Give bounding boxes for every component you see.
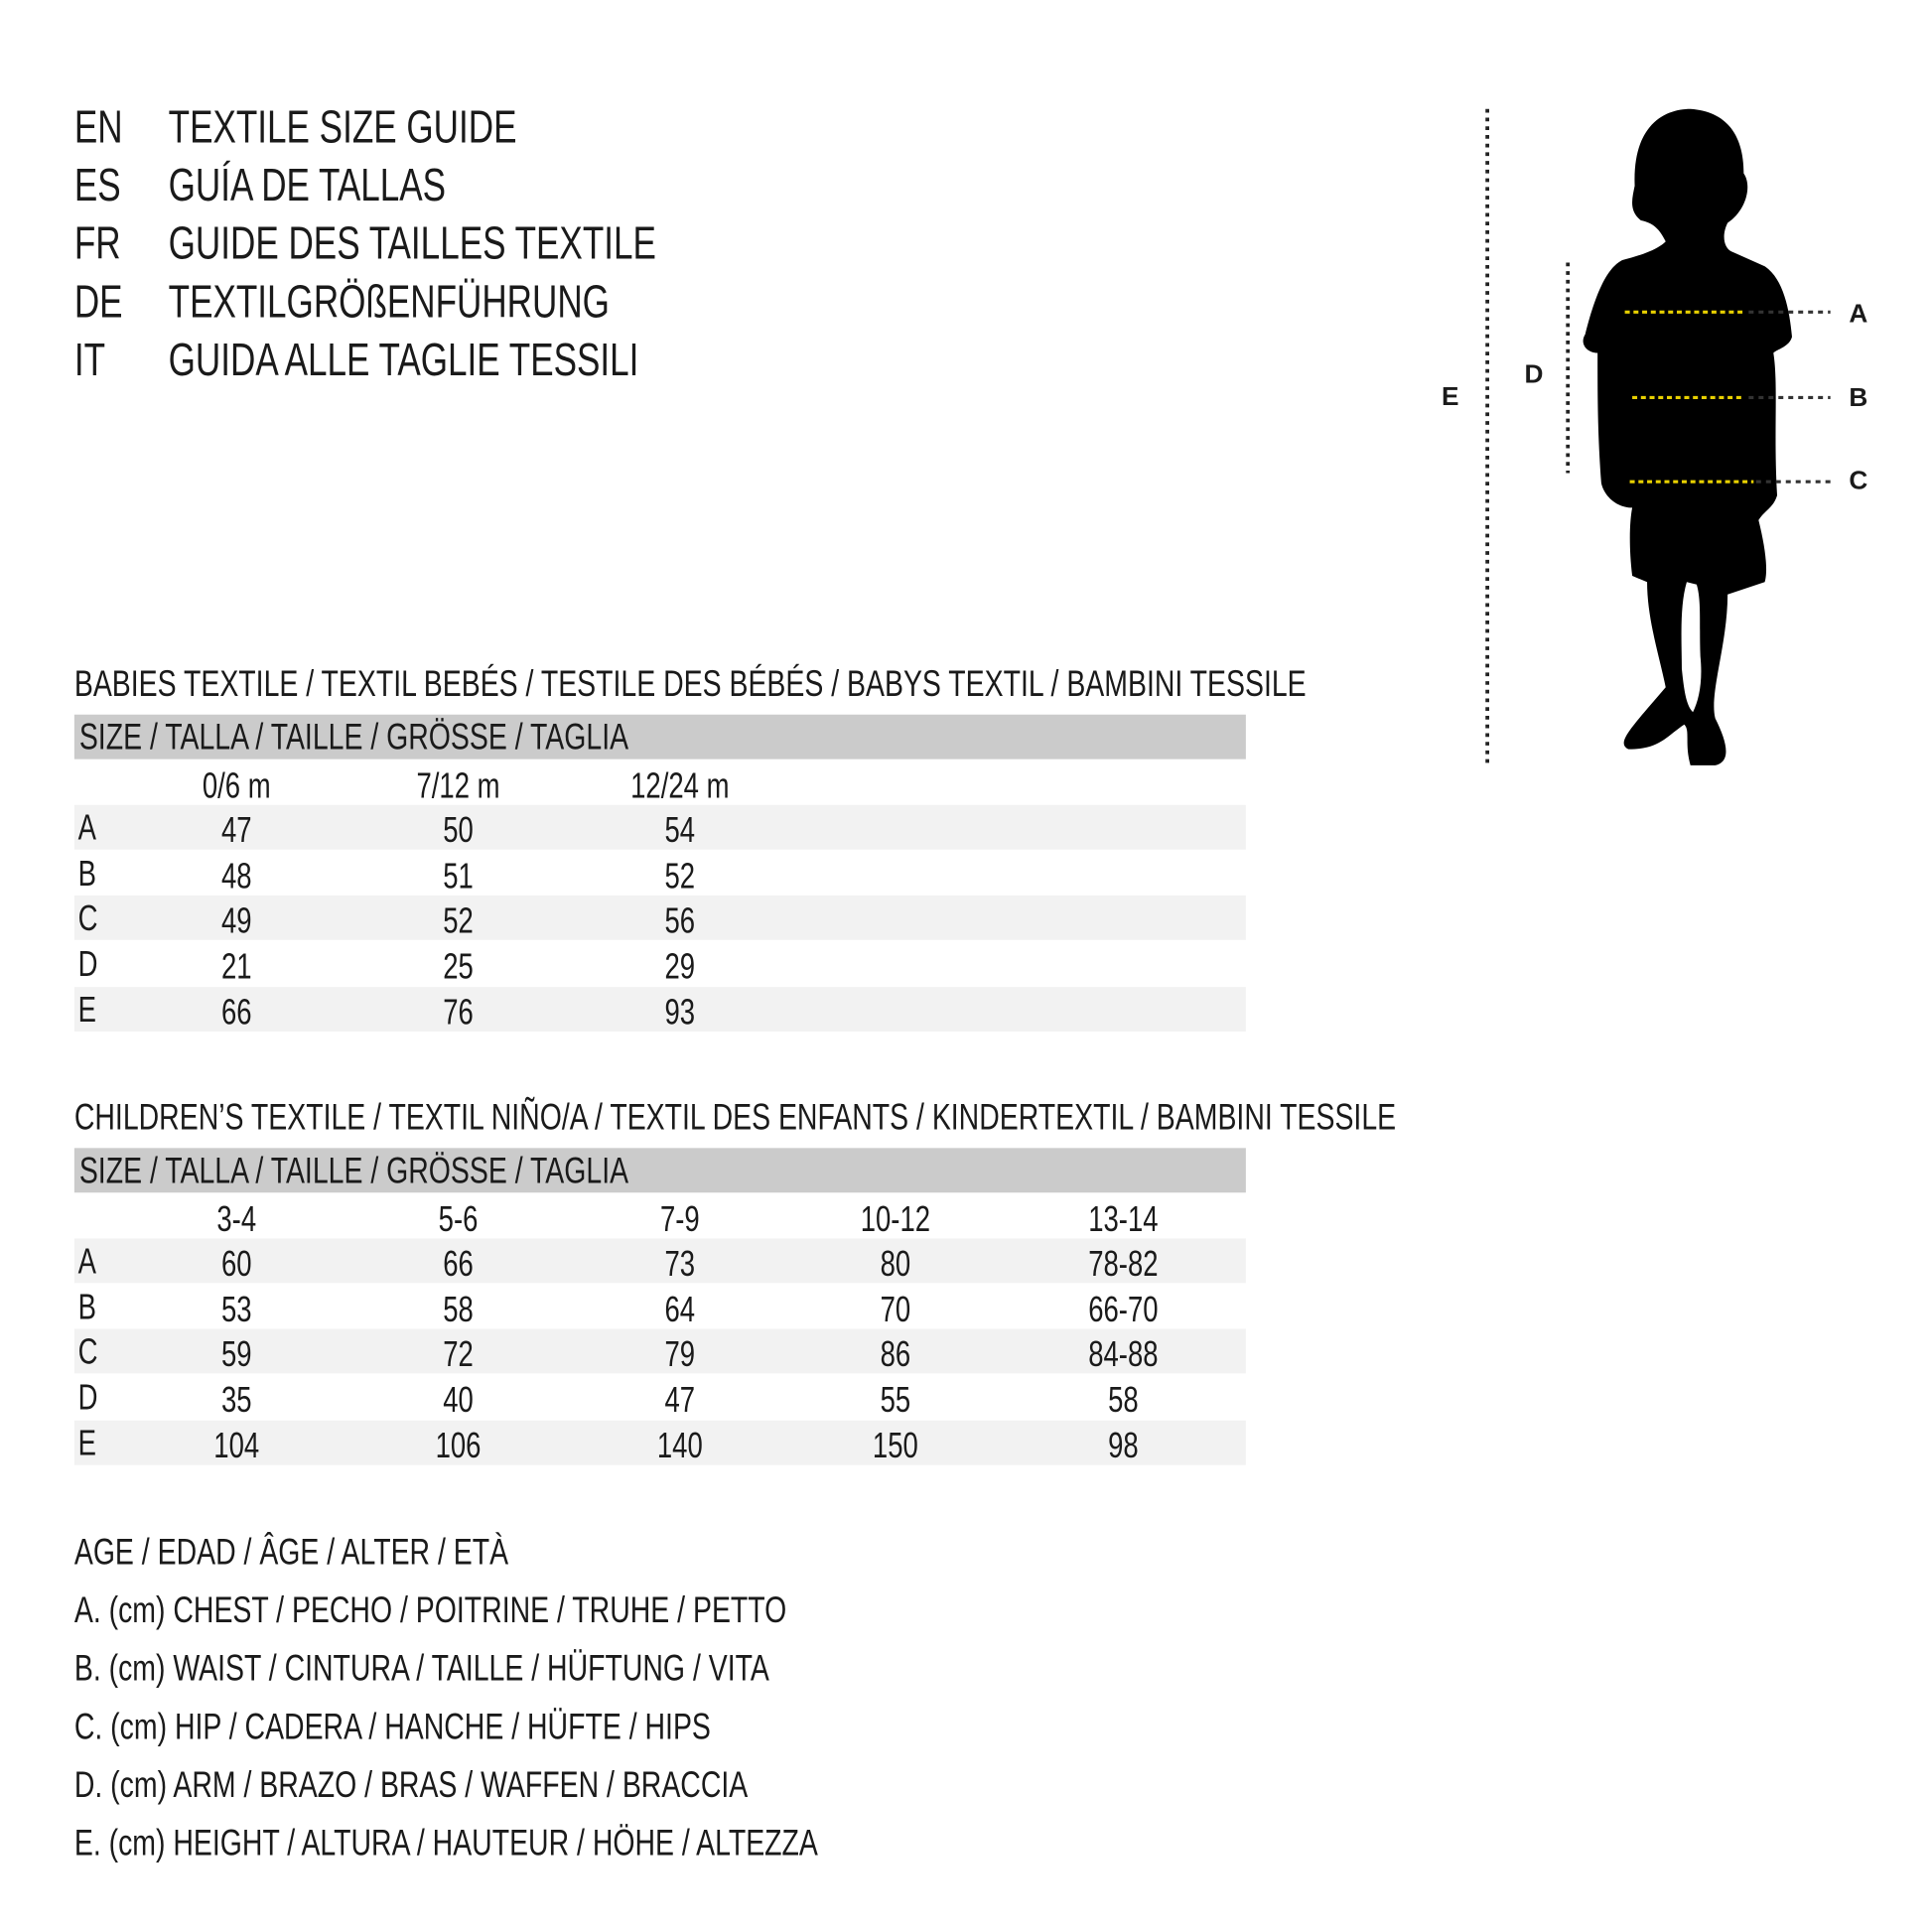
table-cell: 66: [220, 993, 252, 1034]
table-cell: 59: [220, 1335, 252, 1376]
label-e: E: [1441, 382, 1459, 412]
column-header: 7/12 m: [416, 766, 500, 807]
row-label: E: [77, 1424, 96, 1464]
row-label: C: [77, 899, 98, 940]
row-label: E: [77, 990, 96, 1031]
table-cell: 54: [664, 811, 696, 851]
table-cell: 48: [220, 856, 252, 897]
child-silhouette: [1583, 108, 1792, 765]
label-a: A: [1849, 299, 1868, 329]
table-cell: 70: [880, 1290, 911, 1330]
table-cell: 150: [872, 1426, 918, 1466]
table-cell: 66-70: [1088, 1290, 1159, 1330]
row-label: A: [77, 808, 96, 849]
table-cell: 79: [664, 1335, 696, 1376]
table-cell: 93: [664, 993, 696, 1034]
leg-gap: [1681, 582, 1702, 713]
legend-line: E. (cm) HEIGHT / ALTURA / HAUTEUR / HÖHE…: [73, 1823, 818, 1864]
title-text: GUIDA ALLE TAGLIE TESSILI: [168, 334, 639, 385]
legend-line: AGE / EDAD / ÂGE / ALTER / ETÀ: [73, 1532, 509, 1574]
table-cell: 50: [443, 811, 474, 851]
table-cell: 64: [664, 1290, 696, 1330]
row-label: A: [77, 1242, 96, 1283]
table-cell: 55: [880, 1380, 911, 1421]
language-code: ES: [73, 159, 121, 211]
row-label: D: [77, 1378, 98, 1419]
table-cell: 72: [443, 1335, 474, 1376]
column-header: 5-6: [438, 1199, 479, 1240]
language-code: DE: [73, 276, 123, 328]
table-cell: 49: [220, 901, 252, 942]
children-size-header: SIZE / TALLA / TAILLE / GRÖSSE / TAGLIA: [78, 1150, 629, 1191]
table-cell: 51: [443, 856, 474, 897]
table-cell: 86: [880, 1335, 911, 1376]
legend-line: B. (cm) WAIST / CINTURA / TAILLE / HÜFTU…: [73, 1648, 769, 1690]
legend-line: D. (cm) ARM / BRAZO / BRAS / WAFFEN / BR…: [73, 1764, 749, 1806]
row-label: C: [77, 1332, 98, 1373]
title-text: GUIDE DES TAILLES TEXTILE: [168, 217, 656, 269]
language-code: EN: [73, 101, 123, 153]
table-cell: 25: [443, 947, 474, 988]
table-cell: 80: [880, 1244, 911, 1285]
table-cell: 40: [443, 1380, 474, 1421]
children-heading: CHILDREN’S TEXTILE / TEXTIL NIÑO/A / TEX…: [73, 1097, 1397, 1139]
label-c: C: [1849, 467, 1868, 495]
table-cell: 58: [443, 1290, 474, 1330]
column-header: 13-14: [1088, 1199, 1159, 1240]
table-cell: 60: [220, 1244, 252, 1285]
language-code: FR: [73, 217, 121, 269]
label-b: B: [1849, 383, 1868, 413]
table-cell: 56: [664, 901, 696, 942]
children-size-header-band: [73, 1148, 1246, 1193]
title-text: TEXTILGRÖßENFÜHRUNG: [168, 276, 610, 328]
table-cell: 58: [1108, 1380, 1139, 1421]
table-cell: 78-82: [1088, 1244, 1159, 1285]
table-cell: 76: [443, 993, 474, 1034]
table-cell: 73: [664, 1244, 696, 1285]
table-cell: 140: [656, 1426, 703, 1466]
legend-line: A. (cm) CHEST / PECHO / POITRINE / TRUHE…: [73, 1589, 787, 1631]
column-header: 12/24 m: [630, 766, 730, 807]
title-text: GUÍA DE TALLAS: [168, 159, 447, 211]
table-cell: 29: [664, 947, 696, 988]
table-cell: 47: [664, 1380, 696, 1421]
table-cell: 35: [220, 1380, 252, 1421]
row-label: B: [77, 854, 96, 895]
row-band: [73, 896, 1246, 941]
babies-heading: BABIES TEXTILE / TEXTIL BEBÉS / TESTILE …: [73, 663, 1307, 705]
table-cell: 21: [220, 947, 252, 988]
babies-size-header: SIZE / TALLA / TAILLE / GRÖSSE / TAGLIA: [78, 717, 629, 759]
table-cell: 98: [1108, 1426, 1139, 1466]
column-header: 3-4: [216, 1199, 257, 1240]
table-cell: 104: [213, 1426, 260, 1466]
row-band: [73, 1328, 1246, 1374]
row-band: [73, 986, 1246, 1032]
table-cell: 53: [220, 1290, 252, 1330]
title-text: TEXTILE SIZE GUIDE: [168, 101, 517, 153]
row-band: [73, 804, 1246, 850]
column-header: 10-12: [860, 1199, 931, 1240]
row-label: B: [77, 1287, 96, 1327]
label-d: D: [1524, 359, 1544, 389]
row-label: D: [77, 944, 98, 985]
table-cell: 47: [220, 811, 252, 851]
table-cell: 52: [443, 901, 474, 942]
table-cell: 106: [435, 1426, 482, 1466]
row-band: [73, 1238, 1246, 1284]
table-cell: 52: [664, 856, 696, 897]
babies-size-header-band: [73, 714, 1246, 759]
table-cell: 66: [443, 1244, 474, 1285]
legend-line: C. (cm) HIP / CADERA / HANCHE / HÜFTE / …: [73, 1706, 711, 1748]
column-header: 0/6 m: [202, 766, 271, 807]
language-code: IT: [73, 334, 106, 385]
table-cell: 84-88: [1088, 1335, 1159, 1376]
row-band: [73, 1420, 1246, 1465]
column-header: 7-9: [659, 1199, 700, 1240]
